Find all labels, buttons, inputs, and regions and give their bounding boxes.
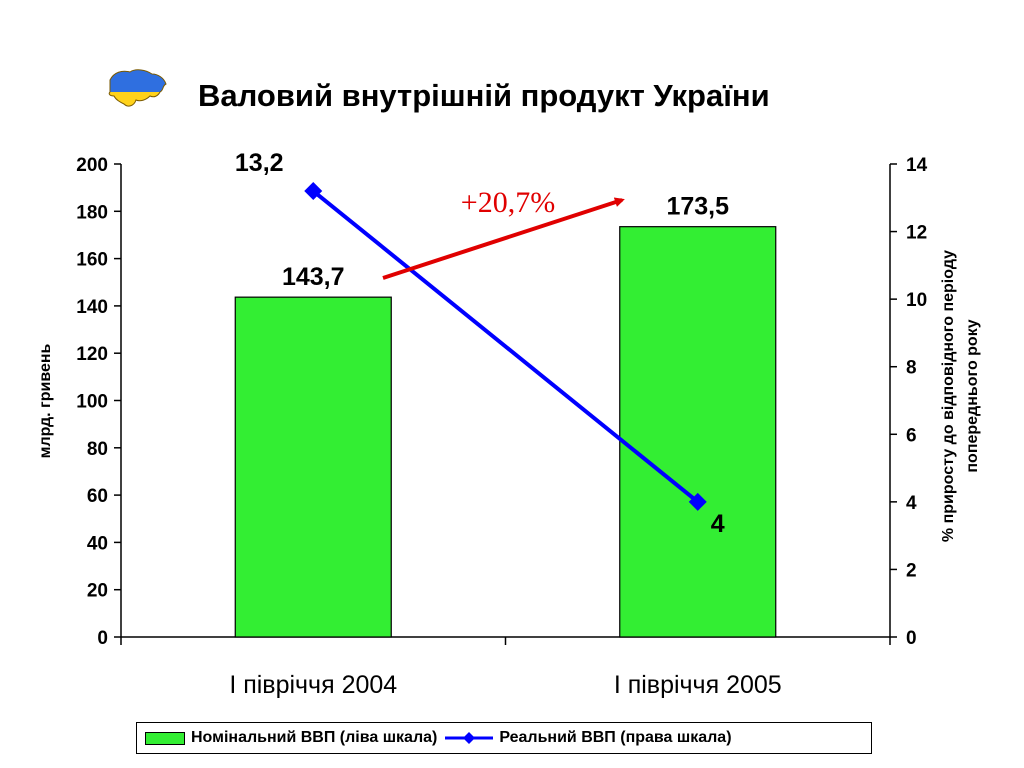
y-axis-title: млрд. гривень — [37, 343, 54, 458]
y2-tick-label: 12 — [906, 223, 927, 244]
legend-item-real: Реальний ВВП (права шкала) — [437, 729, 732, 747]
line-point — [304, 182, 323, 201]
y2-tick-label: 6 — [906, 425, 917, 446]
line-data-label: 13,2 — [235, 149, 284, 177]
y2-axis-title-line-1: % приросту до відповідного періоду — [940, 250, 957, 542]
growth-annotation: +20,7% — [461, 186, 555, 219]
bar-data-label: 143,7 — [282, 263, 345, 291]
growth-arrow — [382, 197, 625, 280]
y-tick-label: 120 — [76, 344, 108, 365]
legend-label-nominal: Номінальний ВВП (ліва шкала) — [191, 729, 438, 746]
y-tick-label: 160 — [76, 250, 108, 271]
x-category-label: І півріччя 2005 — [614, 671, 782, 699]
bar-data-label: 173,5 — [666, 193, 729, 221]
legend-item-nominal: Номінальний ВВП (ліва шкала) — [137, 729, 437, 747]
combo-chart: 0 20 40 60 80 100 120 140 160 180 200 0 2 4 6 8 10 12 14 І … — [37, 149, 981, 699]
legend: Номінальний ВВП (ліва шкала) Реальний ВВ… — [136, 722, 872, 754]
legend-swatch-bar — [145, 731, 185, 745]
line-point — [688, 492, 707, 511]
y-tick-label: 0 — [97, 628, 108, 649]
y-tick-label: 200 — [76, 155, 108, 176]
y2-tick-label: 8 — [906, 358, 917, 379]
legend-swatch-line — [445, 732, 494, 744]
y-tick-label: 20 — [87, 581, 108, 602]
bar — [619, 226, 777, 638]
y-tick-label: 100 — [76, 392, 108, 413]
y-tick-label: 60 — [87, 486, 108, 507]
y2-tick-label: 14 — [906, 155, 928, 176]
line-data-label: 4 — [711, 510, 725, 538]
y-tick-label: 40 — [87, 533, 108, 554]
line-series — [311, 189, 700, 504]
y2-tick-label: 10 — [906, 290, 927, 311]
legend-label-real: Реальний ВВП (права шкала) — [499, 729, 732, 746]
y2-axis-title-line-2: попереднього року — [964, 319, 981, 472]
ukraine-map-icon — [108, 69, 167, 107]
y2-tick-label: 2 — [906, 560, 917, 581]
page-title: Валовий внутрішній продукт України — [198, 78, 770, 113]
y-tick-label: 140 — [76, 297, 108, 318]
y-tick-label: 180 — [76, 202, 108, 223]
y-tick-label: 80 — [87, 439, 108, 460]
bar — [234, 296, 392, 638]
y2-tick-label: 0 — [906, 628, 917, 649]
y2-tick-label: 4 — [906, 493, 917, 514]
x-category-label: І півріччя 2004 — [229, 671, 397, 699]
